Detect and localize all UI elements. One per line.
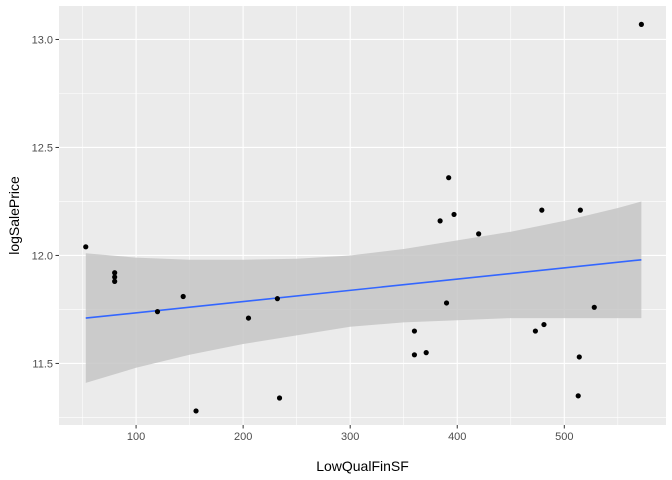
data-point [575,393,581,399]
data-point [245,315,252,321]
y-tick-label: 12.0 [32,250,53,262]
x-tick-label: 100 [127,431,145,443]
x-axis-ticks: 100 200 300 400 500 [127,425,573,443]
trend-line [85,258,642,319]
data-point [193,408,199,414]
data-point [446,175,452,181]
y-axis-title: logSalePrice [6,176,22,255]
data-point [411,352,418,358]
data-point [112,278,118,284]
data-point [532,328,538,334]
confidence-band [85,201,642,383]
data-point [539,207,545,213]
data-point [591,304,597,310]
data-point [443,300,450,306]
x-tick-label: 300 [341,431,359,443]
y-axis-ticks: 11.5 12.0 12.5 13.0 [32,34,59,370]
x-axis-title: LowQualFinSF [316,458,409,474]
y-tick-label: 13.0 [32,34,53,46]
x-tick-label: 500 [555,431,573,443]
data-point [112,270,118,276]
y-tick-label: 11.5 [32,358,53,370]
x-tick-label: 200 [234,431,252,443]
data-points [83,21,644,414]
data-point [451,211,457,218]
data-point [577,207,583,213]
data-point [274,296,280,302]
data-point [576,354,582,360]
data-point [112,274,118,280]
data-point [180,293,186,300]
data-point [541,321,547,328]
data-point [154,309,161,315]
data-point [276,395,283,401]
data-point [411,328,418,334]
x-tick-label: 400 [448,431,466,443]
data-point [437,218,443,224]
data-point [423,350,429,356]
data-point [476,231,482,237]
y-tick-label: 12.5 [32,142,53,154]
data-point [83,244,89,250]
data-point [638,21,644,27]
